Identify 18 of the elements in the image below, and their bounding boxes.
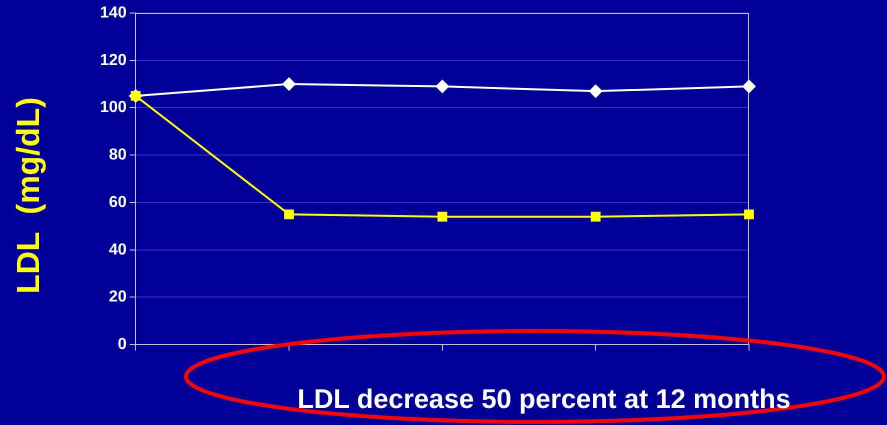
point <box>284 209 294 220</box>
point <box>589 84 602 98</box>
y-tick-label: 140 <box>100 4 127 22</box>
point <box>590 212 601 222</box>
point <box>282 78 296 91</box>
y-axis-title: LDL (mg/dL) <box>10 96 47 294</box>
text: LDL decrease 50 percent at 12 months <box>296 384 792 415</box>
y-tick-label: 120 <box>100 52 127 69</box>
y-tick-label: 100 <box>100 99 127 116</box>
y-tick-label: 0 <box>118 336 127 354</box>
point <box>436 80 449 93</box>
y-tick-label: 60 <box>108 194 127 211</box>
point <box>742 80 756 93</box>
y-tick-label: 20 <box>108 288 127 306</box>
point <box>744 209 754 220</box>
y-tick-label: 40 <box>108 241 127 258</box>
y-tick-label: 80 <box>108 146 127 164</box>
point <box>437 212 448 222</box>
